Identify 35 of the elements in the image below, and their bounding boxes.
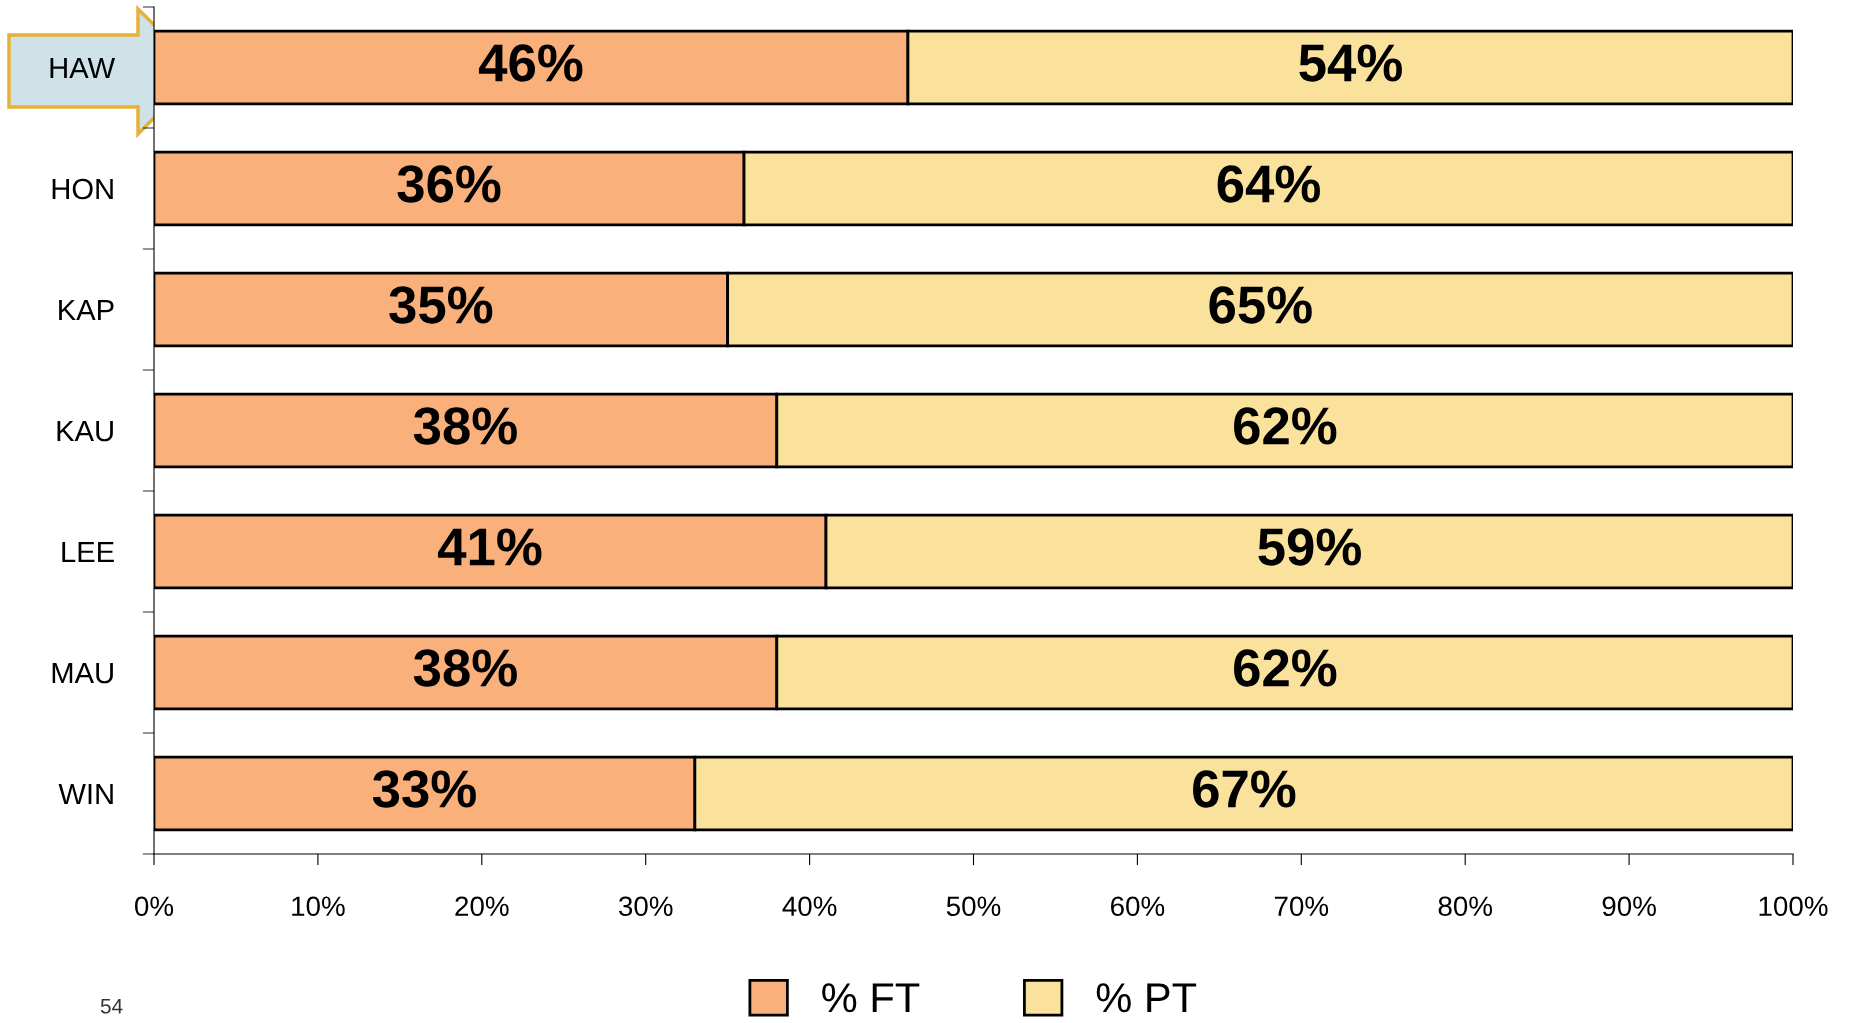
x-tick-label: 90%: [1602, 896, 1656, 917]
legend-label: % PT: [1096, 983, 1197, 1013]
data-label: 62%: [1234, 649, 1337, 687]
y-tick-label: HON: [52, 178, 113, 200]
data-label: 41%: [437, 528, 542, 566]
y-tick-label: KAP: [59, 300, 114, 321]
x-tick-label: 30%: [618, 896, 673, 917]
x-tick-label: 60%: [1111, 896, 1165, 917]
data-label: 46%: [478, 44, 583, 82]
y-tick-label: MAU: [52, 663, 113, 684]
data-label: 65%: [1209, 286, 1312, 324]
text: 54: [100, 999, 123, 1014]
x-tick-label: 0%: [135, 896, 174, 917]
y-tick-label: HAW: [50, 58, 116, 79]
x-tick-label: 70%: [1274, 896, 1329, 917]
data-label: 62%: [1234, 407, 1337, 445]
x-tick-label: 50%: [946, 896, 1001, 917]
legend-label: % FT: [822, 983, 920, 1013]
data-label: 38%: [413, 407, 517, 445]
y-tick-label: KAU: [57, 421, 113, 442]
data-label: 64%: [1217, 165, 1320, 203]
data-label: 33%: [372, 770, 476, 808]
y-tick-label: WIN: [58, 784, 113, 805]
x-tick-label: 10%: [292, 896, 345, 917]
data-label: 38%: [413, 649, 517, 687]
y-tick-label: LEE: [62, 542, 114, 563]
x-tick-label: 80%: [1438, 896, 1493, 917]
data-label: 59%: [1258, 528, 1361, 566]
data-label: 67%: [1193, 770, 1296, 808]
data-label: 54%: [1299, 44, 1402, 82]
x-tick-label: 20%: [455, 896, 509, 917]
x-tick-label: 40%: [782, 896, 837, 917]
x-tick-label: 100%: [1759, 896, 1828, 917]
data-label: 36%: [397, 165, 501, 203]
data-label: 35%: [389, 286, 493, 324]
